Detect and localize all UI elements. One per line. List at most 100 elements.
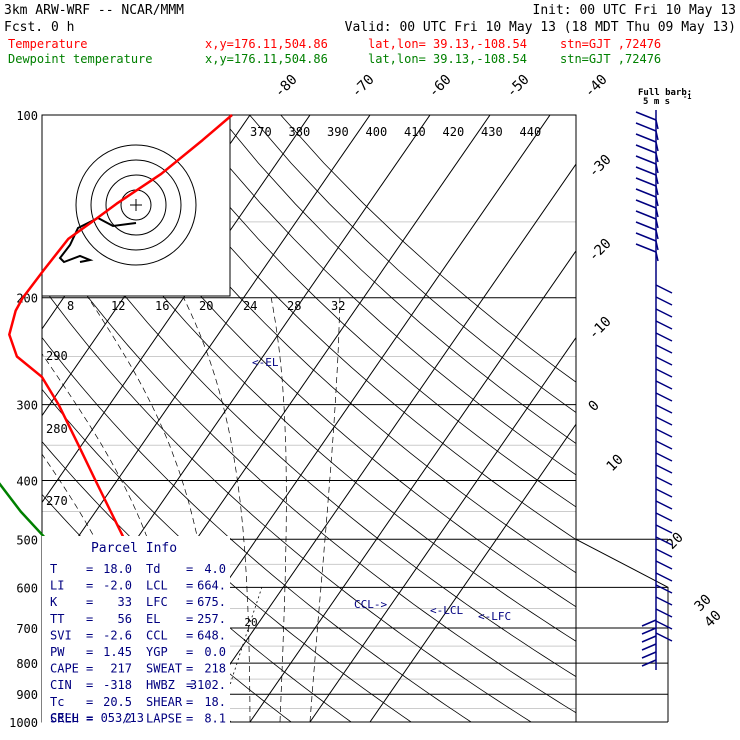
wind-barb: [635, 111, 657, 121]
wind-barb: [635, 188, 657, 198]
wind-barb: [635, 133, 657, 143]
isotherm-label: 10: [604, 452, 627, 475]
theta-label: 440: [520, 125, 542, 139]
wind-barb: [635, 221, 657, 231]
isotherm-line: [0, 115, 10, 722]
parcel-value: 218: [204, 662, 226, 676]
parcel-equals: =: [186, 678, 193, 692]
cell-label: CELL = 053/13: [50, 711, 144, 725]
wind-barb: [655, 584, 673, 594]
parcel-key: SWEAT: [146, 662, 182, 676]
parcel-value: 648.: [197, 628, 226, 642]
barb-legend-exp: -1: [683, 93, 691, 101]
parcel-equals: =: [86, 579, 93, 593]
dry-adiabat: [249, 115, 576, 414]
parcel-equals: =: [86, 645, 93, 659]
wind-barb: [635, 199, 657, 209]
parcel-value: 675.: [197, 595, 226, 609]
isotherm-label: -50: [504, 72, 533, 101]
parcel-level-label: <-LFC: [478, 610, 511, 623]
isotherm-label: -40: [582, 72, 611, 101]
wind-barb: [641, 635, 657, 643]
parcel-equals: =: [86, 595, 93, 609]
parcel-key: K: [50, 595, 58, 609]
parcel-equals: =: [86, 711, 93, 725]
parcel-equals: =: [186, 628, 193, 642]
dry-adiabat: [42, 233, 576, 714]
dry-adiabat: [62, 115, 576, 608]
wind-barb: [655, 620, 673, 630]
moist-adiabat: [0, 298, 10, 722]
wind-barb: [635, 232, 657, 242]
side-theta-label: 290: [46, 349, 68, 363]
parcel-value: 0.0: [204, 645, 226, 659]
parcel-key: SVI: [50, 628, 72, 642]
parcel-value: 33: [118, 595, 132, 609]
dry-adiabat: [218, 115, 576, 444]
parcel-key: Tc: [50, 695, 64, 709]
isotherm-line: [309, 336, 576, 722]
parcel-key: Td: [146, 562, 160, 576]
parcel-value: 8.1: [204, 711, 226, 725]
isotherm-label: -10: [586, 314, 615, 343]
pressure-tick-label: 400: [16, 474, 38, 488]
dry-adiabat: [42, 182, 576, 678]
speed-label: 8: [67, 299, 74, 313]
legend-temperature: Temperature: [8, 37, 87, 51]
parcel-equals: =: [186, 579, 193, 593]
forecast-hour: Fcst. 0 h: [4, 20, 74, 35]
wind-barb: [655, 596, 673, 606]
hodograph-trace: [58, 216, 137, 264]
parcel-level-label: <-EL: [252, 356, 279, 369]
parcel-value: -2.6: [103, 628, 132, 642]
pressure-tick-label: 900: [16, 688, 38, 702]
wind-barb: [655, 488, 673, 498]
parcel-key: CCL: [146, 628, 168, 642]
parcel-equals: =: [186, 695, 193, 709]
parcel-key: T: [50, 562, 57, 576]
parcel-equals: =: [186, 562, 193, 576]
pressure-tick-label: 500: [16, 533, 38, 547]
wind-barb: [655, 320, 673, 330]
pressure-tick-label: 300: [16, 399, 38, 413]
parcel-info-title: Parcel Info: [91, 541, 177, 556]
parcel-key: CIN: [50, 678, 72, 692]
parcel-level-label: CCL->: [354, 598, 387, 611]
wind-barb: [655, 380, 673, 390]
latlon-temp: lat,lon= 39.13,-108.54: [368, 37, 527, 51]
xy-temp: x,y=176.11,504.86: [205, 37, 328, 51]
isotherm-label: -60: [426, 72, 455, 101]
parcel-value: 56: [118, 612, 132, 626]
side-theta-label: 280: [46, 422, 68, 436]
legend-dewpoint: Dewpoint temperature: [8, 52, 153, 66]
wind-barb: [655, 392, 673, 402]
speed-label: 20: [199, 299, 213, 313]
wind-barb: [655, 512, 673, 522]
parcel-equals: =: [186, 711, 193, 725]
wind-barb: [635, 166, 657, 176]
parcel-level-label: <-LCL: [430, 604, 463, 617]
isotherm-line: [42, 115, 371, 590]
parcel-equals: =: [186, 595, 193, 609]
dry-adiabat: [124, 115, 576, 541]
isotherm-label: -30: [586, 152, 615, 181]
dry-adiabat: [187, 115, 576, 476]
pressure-tick-label: 700: [16, 622, 38, 636]
wind-barb: [635, 155, 657, 165]
wind-barb: [655, 476, 673, 486]
parcel-key: PW: [50, 645, 65, 659]
isotherm-label: -20: [586, 236, 615, 265]
theta-label: 390: [327, 125, 349, 139]
parcel-equals: =: [186, 612, 193, 626]
isotherm-label: 0: [586, 398, 603, 415]
wind-barb: [655, 416, 673, 426]
speed-label: 24: [243, 299, 257, 313]
theta-label: 370: [250, 125, 272, 139]
speed-label: 32: [331, 299, 345, 313]
parcel-value: 20.5: [103, 695, 132, 709]
barb-legend-box: [636, 86, 694, 104]
model-title: 3km ARW-WRF -- NCAR/MMM: [4, 3, 184, 18]
isotherm-label: -70: [349, 72, 378, 101]
theta-label: 400: [366, 125, 388, 139]
parcel-key: CAPE: [50, 662, 79, 676]
